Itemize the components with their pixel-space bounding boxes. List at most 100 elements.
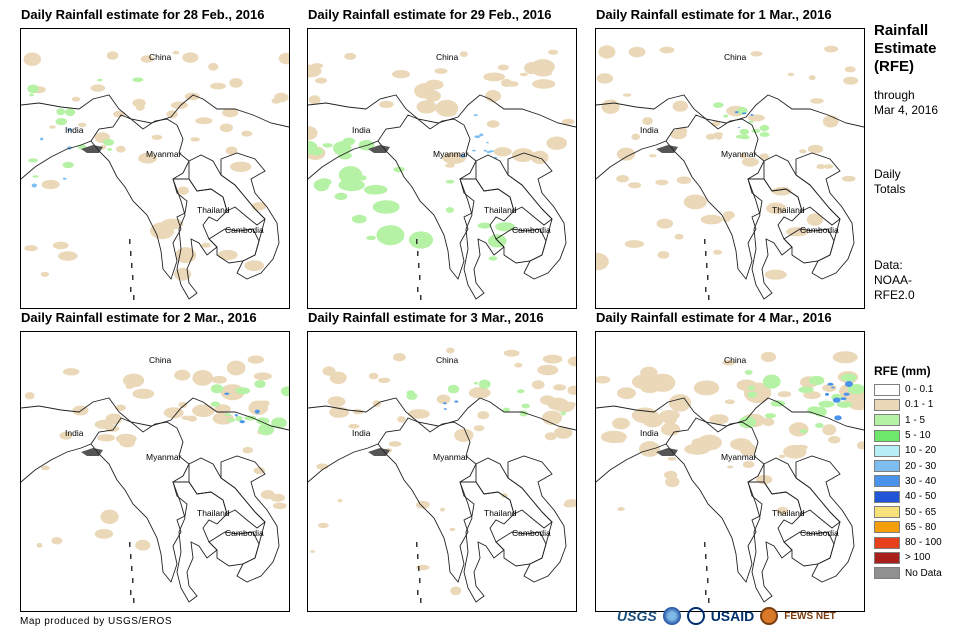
noaa-logo-icon [662, 607, 681, 625]
rainfall-patch [798, 386, 814, 393]
legend-label: > 100 [905, 552, 931, 564]
rainfall-patch [739, 442, 757, 456]
rainfall-map: India China Myanmar Thailand Cambodia [596, 351, 864, 603]
rainfall-patch [468, 387, 491, 399]
data-line: NOAA- [874, 273, 913, 287]
island [417, 251, 419, 256]
india-coastline [308, 140, 379, 180]
rainfall-patch [40, 271, 50, 277]
island [419, 275, 421, 280]
rainfall-patch [322, 143, 333, 148]
rainfall-patch [700, 214, 723, 225]
rainfall-patch [783, 444, 807, 459]
rainfall-patch [446, 347, 455, 354]
rainfall-patch [449, 527, 456, 532]
rainfall-patch [195, 117, 213, 125]
rainfall-patch [750, 51, 763, 57]
rainfall-patch [702, 382, 719, 392]
rainfall-patch [787, 72, 795, 77]
rainfall-patch [226, 360, 246, 376]
rainfall-patch [103, 139, 115, 146]
rainfall-patch [278, 52, 289, 65]
rainfall-patch [506, 81, 519, 87]
rainfall-patch [502, 407, 510, 413]
country-label-myanmar: Myanmar [433, 452, 469, 462]
rainfall-patch [742, 112, 747, 115]
rainfall-patch [393, 166, 405, 173]
rainfall-patch [762, 417, 775, 427]
rainfall-patch [425, 79, 444, 90]
island [133, 598, 135, 603]
rainfall-patch [327, 396, 346, 407]
rainfall-patch [596, 375, 611, 384]
rainfall-patch [187, 415, 197, 422]
map-frame: India China Myanmar Thailand Cambodia [307, 28, 577, 309]
rainfall-patch [762, 374, 781, 389]
rainfall-patch [366, 189, 376, 195]
rainfall-patch [748, 120, 754, 124]
legend-label: 30 - 40 [905, 475, 937, 487]
rainfall-patch [235, 415, 243, 422]
country-outline [220, 152, 280, 280]
totals-line: Daily [874, 167, 901, 181]
legend-label: No Data [905, 567, 942, 579]
rainfall-patch [217, 249, 238, 261]
rainfall-patch [224, 392, 230, 395]
rainfall-patch [214, 404, 231, 414]
rainfall-patch [656, 218, 674, 229]
rainfall-patch [219, 123, 233, 133]
rainfall-patch [624, 240, 645, 248]
rainfall-patch [115, 404, 126, 412]
rainfall-patch [857, 441, 864, 450]
rainfall-patch [759, 153, 769, 160]
rainfall-patch [368, 372, 379, 380]
india-coastline [308, 443, 379, 483]
rainfall-patch [544, 432, 557, 441]
map-frame: India China Myanmar Thailand Cambodia [595, 28, 865, 309]
rainfall-patch [78, 122, 87, 128]
rainfall-patch [740, 134, 750, 140]
rainfall-patch [483, 149, 487, 152]
rainfall-patch [739, 153, 747, 159]
data-line: RFE2.0 [874, 288, 915, 302]
rainfall-patch [52, 241, 69, 250]
rainfall-patch [825, 392, 829, 396]
legend-item: 10 - 20 [874, 443, 942, 458]
legend-item: 0 - 0.1 [874, 382, 942, 397]
rainfall-patch [372, 400, 382, 407]
rainfall-patch [132, 388, 155, 399]
bangladesh-delta [81, 448, 103, 456]
rainfall-patch [479, 133, 484, 137]
rainfall-patch [31, 183, 37, 188]
rainfall-patch [210, 401, 220, 407]
rainfall-patch [55, 118, 67, 126]
island [416, 542, 418, 547]
rainfall-patch [435, 99, 459, 117]
title-line: Rainfall [874, 22, 929, 39]
panel-title: Daily Rainfall estimate for 28 Feb., 201… [21, 7, 265, 22]
rainfall-patch [831, 386, 835, 389]
rainfall-patch [822, 384, 837, 392]
bangladesh-delta [81, 145, 103, 153]
rainfall-patch [132, 98, 146, 108]
rainfall-patch [659, 46, 675, 54]
rainfall-patch [628, 182, 642, 189]
rainfall-patch [116, 145, 126, 153]
rainfall-patch [442, 152, 466, 164]
rainfall-map: India China Myanmar Thailand Cambodia [308, 49, 576, 300]
country-label-cambodia: Cambodia [512, 528, 551, 538]
rainfall-patch [151, 134, 163, 140]
island [133, 295, 135, 300]
rainfall-patch [135, 539, 151, 551]
rainfall-patch [840, 397, 847, 401]
rainfall-patch [493, 147, 512, 157]
bangladesh-delta [656, 448, 678, 456]
rainfall-patch [239, 420, 245, 424]
through-label: through [874, 88, 915, 102]
rainfall-patch [485, 90, 501, 103]
country-label-myanmar: Myanmar [433, 149, 469, 159]
rainfall-patch [672, 100, 688, 112]
island [420, 295, 422, 300]
island [416, 239, 418, 244]
country-label-cambodia: Cambodia [800, 225, 839, 235]
